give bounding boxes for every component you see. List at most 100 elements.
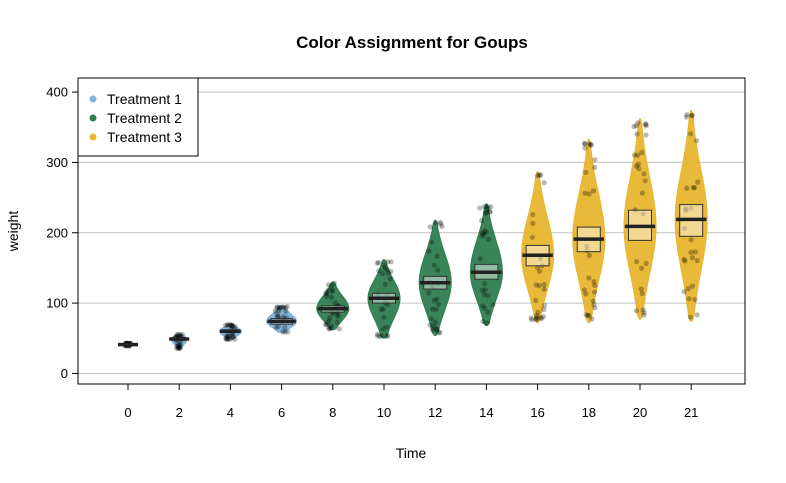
data-point xyxy=(230,334,236,340)
data-point xyxy=(692,297,698,303)
violin-21 xyxy=(674,109,708,322)
data-point xyxy=(685,286,691,292)
data-point xyxy=(643,123,649,129)
data-point xyxy=(176,345,182,351)
data-point xyxy=(176,342,182,349)
data-point xyxy=(692,249,698,255)
data-point xyxy=(276,304,283,310)
data-point xyxy=(379,333,385,339)
data-point xyxy=(583,169,589,175)
x-axis: 0 2 4 6 8 10 12 14 16 18 20 21 xyxy=(124,384,698,420)
data-point xyxy=(538,316,544,322)
data-point xyxy=(592,289,598,295)
data-point xyxy=(429,306,436,312)
data-point xyxy=(488,204,494,210)
x-tick-label: 18 xyxy=(582,405,596,420)
data-point xyxy=(335,314,341,320)
data-point xyxy=(177,345,183,351)
data-point xyxy=(687,314,694,320)
data-point xyxy=(274,304,280,310)
data-point xyxy=(381,262,387,268)
data-point xyxy=(592,305,598,311)
data-point xyxy=(229,323,235,329)
data-point xyxy=(530,220,536,226)
data-point xyxy=(633,123,639,129)
data-point xyxy=(176,345,182,351)
data-point xyxy=(326,318,332,324)
data-point xyxy=(323,293,330,299)
data-point xyxy=(482,228,488,234)
data-point xyxy=(688,205,694,211)
data-point xyxy=(479,287,485,293)
data-point xyxy=(380,306,386,312)
data-point xyxy=(479,217,485,224)
data-point xyxy=(276,308,282,314)
data-point xyxy=(384,267,390,273)
y-tick-label: 200 xyxy=(46,225,68,240)
data-point xyxy=(583,312,589,318)
data-point xyxy=(332,300,338,306)
data-point xyxy=(224,333,230,340)
legend-marker xyxy=(89,114,97,122)
data-point xyxy=(639,290,645,297)
violin-6 xyxy=(266,305,298,334)
data-point xyxy=(592,282,598,288)
data-point xyxy=(229,322,235,328)
data-point xyxy=(541,180,547,186)
data-point xyxy=(226,336,232,342)
legend-label: Treatment 2 xyxy=(107,110,182,126)
data-point xyxy=(688,249,694,255)
data-point xyxy=(591,302,597,308)
data-point xyxy=(177,340,183,347)
data-point xyxy=(582,140,588,146)
data-point xyxy=(640,307,646,313)
data-point xyxy=(385,332,391,338)
data-point xyxy=(642,178,648,184)
data-point xyxy=(435,267,441,273)
data-point xyxy=(587,141,593,147)
data-point xyxy=(537,268,543,274)
data-point xyxy=(481,203,487,210)
data-point xyxy=(688,131,694,137)
data-point xyxy=(479,230,485,236)
data-point xyxy=(374,333,381,339)
chart-title: Color Assignment for Goups xyxy=(296,33,528,52)
data-point xyxy=(175,341,181,347)
data-point xyxy=(329,288,335,295)
data-point xyxy=(284,315,290,321)
data-point xyxy=(380,326,386,332)
data-point xyxy=(437,329,443,335)
legend-marker xyxy=(89,133,97,141)
data-point xyxy=(282,329,288,335)
data-point xyxy=(434,296,440,302)
data-point xyxy=(538,172,544,178)
data-point xyxy=(326,325,332,331)
data-point xyxy=(538,315,544,321)
data-point xyxy=(589,316,595,322)
data-point xyxy=(485,236,492,242)
data-point xyxy=(177,344,183,351)
data-point xyxy=(480,318,486,325)
data-point xyxy=(225,333,231,339)
data-point xyxy=(586,252,593,258)
data-point xyxy=(591,279,597,285)
data-point xyxy=(224,336,230,342)
violin-16 xyxy=(521,171,555,324)
data-point xyxy=(328,283,335,289)
data-point xyxy=(435,301,441,307)
x-tick-label: 2 xyxy=(176,405,183,420)
data-point xyxy=(528,315,534,321)
plot-frame xyxy=(77,77,746,385)
data-point xyxy=(590,188,597,194)
data-point xyxy=(581,287,588,293)
y-tick-label: 400 xyxy=(46,85,68,100)
data-point xyxy=(223,335,229,342)
data-point xyxy=(541,282,547,288)
data-point xyxy=(176,345,182,352)
data-point xyxy=(694,312,700,318)
data-point xyxy=(374,260,380,266)
data-point xyxy=(487,209,493,215)
data-point xyxy=(227,336,233,342)
data-point xyxy=(433,326,439,332)
data-point xyxy=(639,190,646,196)
